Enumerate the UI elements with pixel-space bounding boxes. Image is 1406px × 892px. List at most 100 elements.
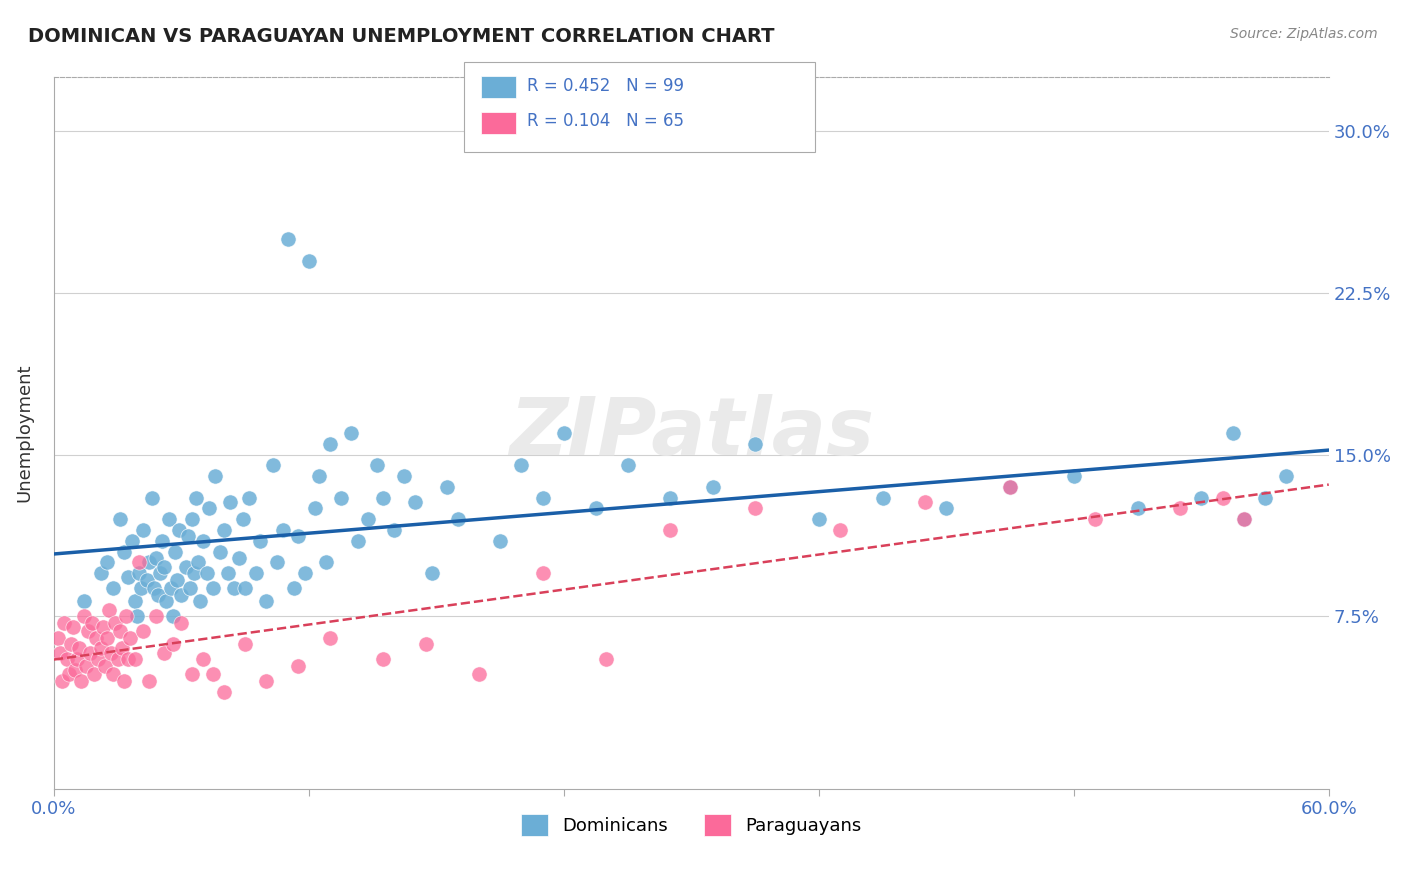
Point [208, 544, 231, 558]
Point [287, 529, 309, 543]
Point [146, 588, 169, 602]
Point [585, 501, 607, 516]
Point [53, 615, 76, 630]
Point [346, 533, 368, 548]
Point [232, 512, 254, 526]
Point [138, 555, 160, 569]
Point [125, 609, 148, 624]
Point [807, 512, 830, 526]
Point [79, 646, 101, 660]
Point [202, 581, 225, 595]
Point [90, 641, 112, 656]
Point [90, 566, 112, 580]
Point [87, 652, 110, 666]
Point [132, 624, 155, 639]
Point [108, 624, 131, 639]
Point [63, 663, 86, 677]
Point [121, 533, 143, 548]
Point [132, 523, 155, 537]
Point [136, 573, 159, 587]
Point [319, 631, 342, 645]
Point [145, 609, 167, 624]
Point [249, 533, 271, 548]
Point [998, 480, 1021, 494]
Point [86, 631, 108, 645]
Point [103, 581, 125, 595]
Text: ZIPatlas: ZIPatlas [509, 394, 873, 472]
Point [181, 512, 204, 526]
Point [1212, 491, 1234, 505]
Point [186, 491, 208, 505]
Point [340, 425, 363, 440]
Point [142, 581, 165, 595]
Point [191, 652, 214, 666]
Point [100, 646, 122, 660]
Point [616, 458, 638, 473]
Point [420, 566, 443, 580]
Point [531, 491, 554, 505]
Point [66, 652, 89, 666]
Point [108, 512, 131, 526]
Point [190, 594, 212, 608]
Point [62, 620, 84, 634]
Point [308, 469, 330, 483]
Point [1222, 425, 1244, 440]
Point [935, 501, 957, 516]
Point [212, 523, 235, 537]
Point [294, 566, 316, 580]
Text: R = 0.452   N = 99: R = 0.452 N = 99 [527, 77, 685, 95]
Point [872, 491, 894, 505]
Point [128, 566, 150, 580]
Point [183, 566, 205, 580]
Point [67, 641, 90, 656]
Point [224, 581, 246, 595]
Point [166, 573, 188, 587]
Point [373, 652, 395, 666]
Point [145, 551, 167, 566]
Point [198, 501, 221, 516]
Point [162, 609, 184, 624]
Point [553, 425, 575, 440]
Point [319, 436, 342, 450]
Point [254, 594, 277, 608]
Point [436, 480, 458, 494]
Point [129, 581, 152, 595]
Point [94, 658, 117, 673]
Point [124, 594, 146, 608]
Point [177, 529, 200, 543]
Point [112, 544, 135, 558]
Point [124, 652, 146, 666]
Point [1084, 512, 1107, 526]
Point [595, 652, 617, 666]
Point [744, 501, 766, 516]
Point [744, 436, 766, 450]
Point [104, 615, 127, 630]
Point [202, 667, 225, 681]
Point [120, 631, 142, 645]
Point [117, 652, 139, 666]
Point [366, 458, 388, 473]
Point [181, 667, 204, 681]
Point [446, 512, 468, 526]
Point [233, 637, 256, 651]
Point [228, 551, 250, 566]
Point [103, 667, 125, 681]
Text: Source: ZipAtlas.com: Source: ZipAtlas.com [1230, 27, 1378, 41]
Point [46, 631, 69, 645]
Point [298, 253, 321, 268]
Point [91, 620, 114, 634]
Point [914, 495, 936, 509]
Point [155, 594, 177, 608]
Point [51, 673, 73, 688]
Point [828, 523, 851, 537]
Point [415, 637, 437, 651]
Point [153, 646, 176, 660]
Text: R = 0.104   N = 65: R = 0.104 N = 65 [527, 112, 685, 130]
Point [195, 566, 218, 580]
Point [170, 588, 193, 602]
Point [179, 581, 201, 595]
Point [159, 581, 181, 595]
Point [55, 652, 77, 666]
Point [167, 523, 190, 537]
Point [70, 673, 93, 688]
